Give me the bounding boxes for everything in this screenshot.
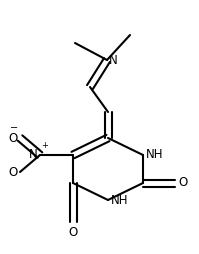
- Text: O: O: [9, 132, 18, 145]
- Text: +: +: [41, 141, 48, 150]
- Text: NH: NH: [111, 194, 129, 207]
- Text: NH: NH: [146, 149, 164, 162]
- Text: O: O: [178, 177, 187, 189]
- Text: O: O: [9, 166, 18, 179]
- Text: N: N: [109, 54, 118, 67]
- Text: N: N: [29, 149, 38, 162]
- Text: −: −: [10, 123, 18, 133]
- Text: O: O: [68, 226, 78, 239]
